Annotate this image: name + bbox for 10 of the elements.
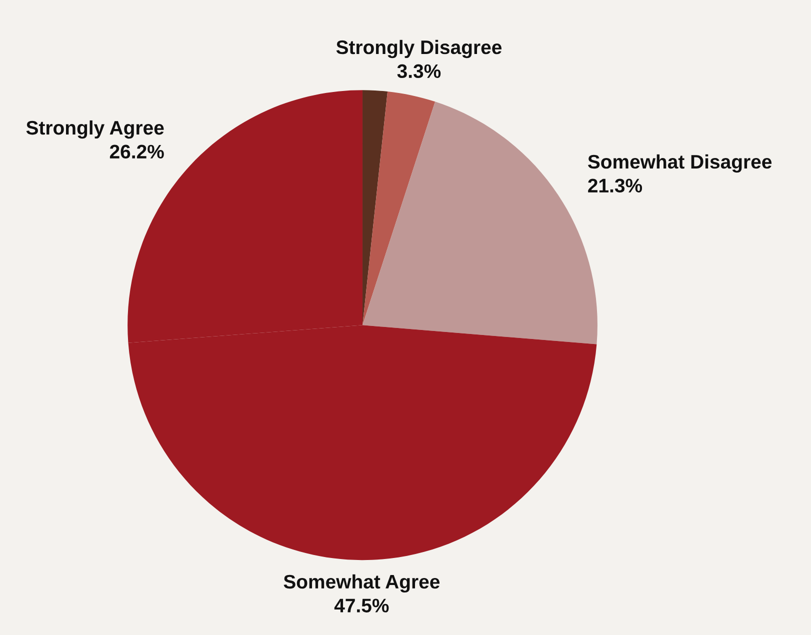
slice-label: Strongly Disagree [336,40,502,58]
data-label: 47.5% [334,598,389,612]
data-label: 21.3% [588,178,642,193]
slice-label: Somewhat Agree [284,574,440,593]
pie-slice [362,92,436,326]
slice-label: Strongly Agree [26,120,164,139]
data-label: 3.3% [397,64,441,78]
pie-slice [362,90,388,326]
slice-label: Somewhat Disagree [588,154,772,173]
data-label: 26.2% [110,144,164,159]
